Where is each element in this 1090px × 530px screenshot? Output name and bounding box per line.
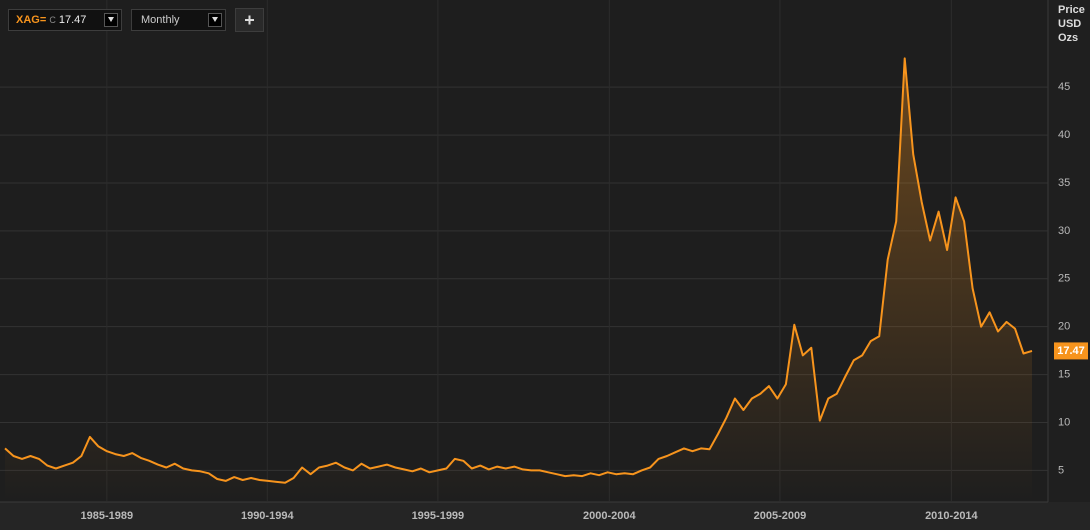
x-tick-label: 2010-2014 [925,510,978,522]
instrument: XAG= [16,14,47,26]
price-flag: C [49,15,56,25]
last-value-box [1054,342,1088,360]
add-button[interactable] [235,8,264,32]
y-tick-label: 10 [1058,416,1070,428]
price-line [4,57,1033,484]
x-tick-label: 1985-1989 [81,510,134,522]
last-value-label: 17.47 [1057,345,1085,357]
y-axis-label: Price USD Ozs [1058,4,1085,44]
area-fill [5,58,1032,503]
y-tick-label: 45 [1058,81,1070,93]
last-price: 17.47 [58,14,87,26]
x-axis-band [0,502,1090,530]
dropdown-arrow [108,17,114,22]
interval-selector[interactable]: Monthly [131,9,226,31]
y-tick-label: 30 [1058,225,1070,237]
dropdown-button[interactable] [208,13,222,27]
x-tick-label: 2005-2009 [754,510,807,522]
x-tick-label: 1990-1994 [241,510,294,522]
y-tick-label: 15 [1058,368,1070,380]
dropdown-button[interactable] [104,13,118,27]
x-tick-label: 1995-1999 [412,510,465,522]
y-tick-label: 40 [1058,129,1070,141]
y-tick-label: 20 [1058,321,1070,333]
plus-icon [245,15,254,25]
y-tick-label: 35 [1058,177,1070,189]
dropdown-arrow [212,17,218,22]
y-tick-label: 5 [1058,464,1064,476]
x-tick-label: 2000-2004 [583,510,636,522]
y-tick-label: 25 [1058,273,1070,285]
instrument-selector[interactable]: XAG= C 17.47 [8,9,122,31]
interval: Monthly [141,14,180,26]
